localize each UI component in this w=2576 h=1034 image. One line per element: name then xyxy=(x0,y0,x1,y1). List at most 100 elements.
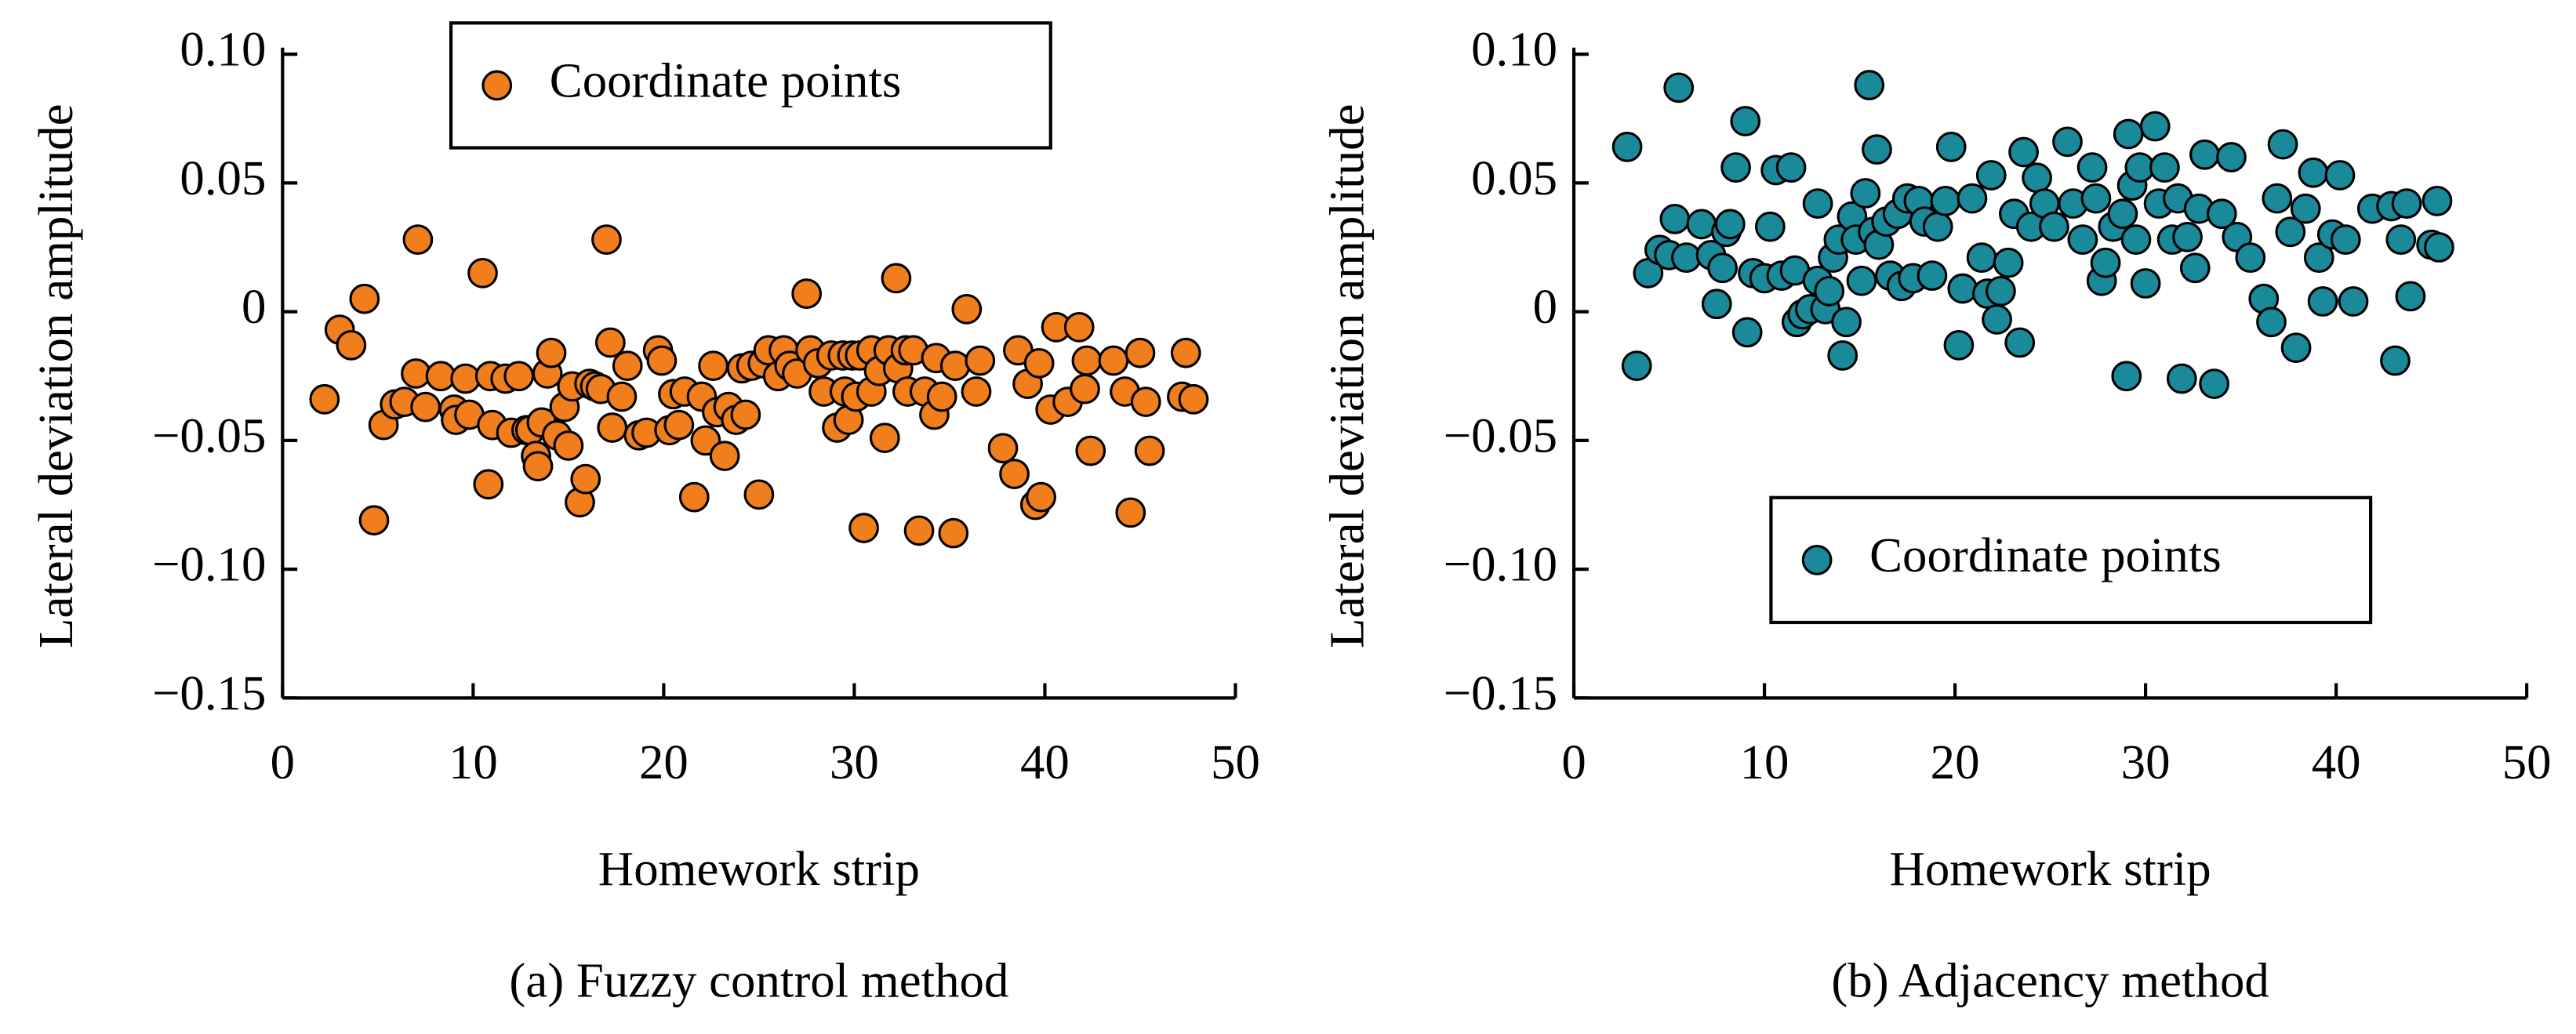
point xyxy=(1827,340,1858,371)
point xyxy=(1731,317,1763,348)
point xyxy=(2120,224,2152,256)
point xyxy=(1917,260,1948,292)
x-tick-label: 50 xyxy=(2502,735,2552,789)
point xyxy=(467,257,498,288)
point xyxy=(1026,481,1056,513)
x-tick-label: 40 xyxy=(2312,735,2361,789)
point xyxy=(2080,183,2112,214)
point xyxy=(2324,160,2356,190)
y-tick-label: 0 xyxy=(1533,279,1557,334)
point xyxy=(1170,337,1201,368)
point xyxy=(791,278,823,310)
point xyxy=(1850,178,1881,209)
point xyxy=(2149,152,2180,183)
point xyxy=(646,345,678,376)
point xyxy=(2107,198,2138,230)
x-axis-label: Homework strip xyxy=(1889,841,2211,896)
point xyxy=(401,358,431,389)
point xyxy=(1621,350,1652,381)
y-tick-label: −0.15 xyxy=(1444,666,1557,720)
legend-box xyxy=(449,21,1052,150)
legend-marker xyxy=(1801,545,1833,575)
point xyxy=(570,463,601,495)
x-axis-label: Homework strip xyxy=(598,841,920,896)
point xyxy=(1930,185,1961,216)
point xyxy=(410,391,441,423)
point xyxy=(2179,252,2211,284)
point xyxy=(951,293,983,325)
point xyxy=(2385,224,2417,256)
point xyxy=(869,423,900,453)
point xyxy=(1130,386,1161,417)
legend-label: Coordinate points xyxy=(1869,528,2222,582)
point xyxy=(2275,216,2306,248)
point xyxy=(709,441,740,471)
legend-label: Coordinate points xyxy=(550,53,902,107)
legend-box xyxy=(1769,495,2373,625)
point xyxy=(999,459,1030,489)
y-tick-label: 0.05 xyxy=(1471,151,1557,205)
y-axis-label: Lateral deviation amplitude xyxy=(1320,103,1375,648)
point xyxy=(522,451,554,482)
y-tick-label: −0.10 xyxy=(1444,537,1557,592)
point xyxy=(1671,242,1702,274)
point xyxy=(1098,345,1129,376)
x-tick-label: 10 xyxy=(1740,735,1789,789)
point xyxy=(1975,160,2007,190)
point xyxy=(2004,327,2036,358)
point xyxy=(597,412,628,443)
legend-marker xyxy=(481,70,513,101)
caption: (b) Adjacency method xyxy=(1831,952,2269,1007)
y-tick-label: 0.10 xyxy=(1471,22,1557,77)
point xyxy=(1846,265,1877,296)
point xyxy=(2380,345,2411,376)
point xyxy=(402,224,434,256)
point xyxy=(1957,183,1988,214)
y-tick-label: −0.10 xyxy=(152,537,266,592)
point xyxy=(1775,152,1807,183)
point xyxy=(2067,224,2098,256)
point xyxy=(2280,332,2312,363)
point xyxy=(1707,252,1738,284)
point xyxy=(2039,211,2069,242)
point xyxy=(591,224,622,256)
point xyxy=(2338,286,2369,317)
point xyxy=(1023,347,1055,379)
point xyxy=(450,363,481,394)
point xyxy=(2076,152,2108,183)
point xyxy=(1986,275,2016,307)
point xyxy=(961,376,992,407)
point xyxy=(1966,242,1997,274)
point xyxy=(2052,126,2083,158)
point xyxy=(503,361,535,392)
point xyxy=(1134,435,1165,466)
point xyxy=(2022,162,2052,194)
y-axis-label: Lateral deviation amplitude xyxy=(28,103,83,648)
point xyxy=(612,350,643,381)
point xyxy=(2216,142,2247,172)
point xyxy=(425,361,456,392)
point xyxy=(2290,193,2321,224)
y-tick-label: 0 xyxy=(242,279,266,334)
point xyxy=(1814,275,1845,307)
point xyxy=(1714,209,1746,240)
point xyxy=(2262,183,2293,214)
x-tick-label: 30 xyxy=(2121,735,2171,789)
point xyxy=(1611,132,1643,162)
point xyxy=(2189,139,2220,170)
x-tick-label: 40 xyxy=(1020,735,1070,789)
point xyxy=(1993,247,2024,278)
point xyxy=(1982,304,2012,335)
point xyxy=(1947,273,1978,304)
point xyxy=(1071,345,1103,376)
point xyxy=(1178,383,1209,415)
point xyxy=(926,381,957,412)
x-tick-label: 0 xyxy=(271,735,295,789)
x-tick-label: 50 xyxy=(1211,735,1260,789)
point xyxy=(2113,118,2144,150)
point xyxy=(2303,242,2334,274)
point xyxy=(848,513,879,543)
point xyxy=(473,469,504,500)
point xyxy=(336,329,367,361)
point xyxy=(1831,307,1862,338)
